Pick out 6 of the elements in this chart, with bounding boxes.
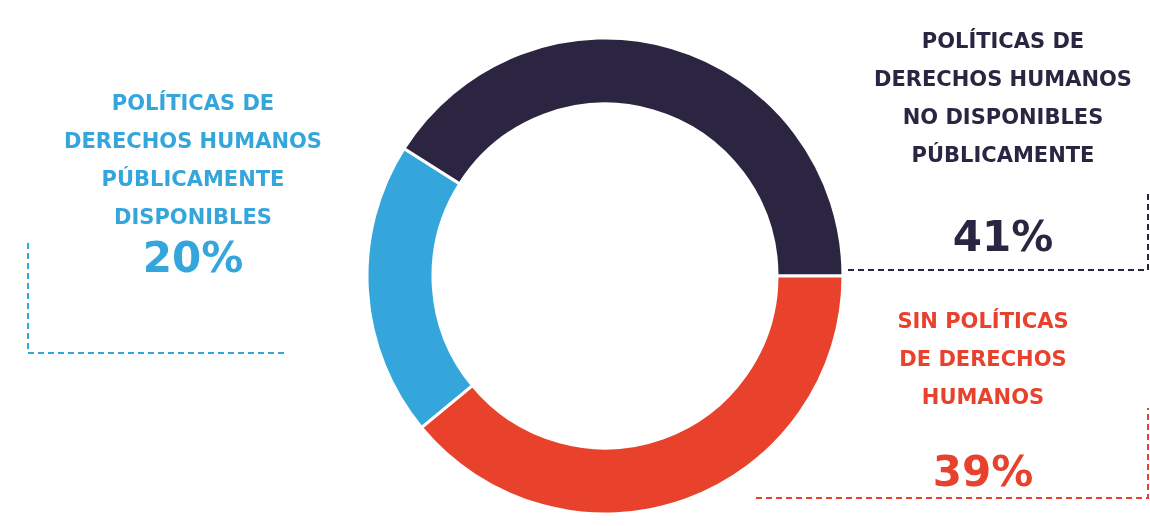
slice-label: POLÍTICAS DE DERECHOS HUMANOS NO DISPONIBLES PÚBLICAMENTE [874,28,1132,167]
data-label: 41% [952,212,1054,261]
data-label: 20% [142,233,244,282]
data-label: 39% [932,447,1034,496]
slice-label: POLÍTICAS DE DERECHOS HUMANOS PÚBLICAMENTE DISPONIBLES [64,90,322,229]
slice-label: SIN POLÍTICAS DE DERECHOS HUMANOS [897,308,1069,409]
